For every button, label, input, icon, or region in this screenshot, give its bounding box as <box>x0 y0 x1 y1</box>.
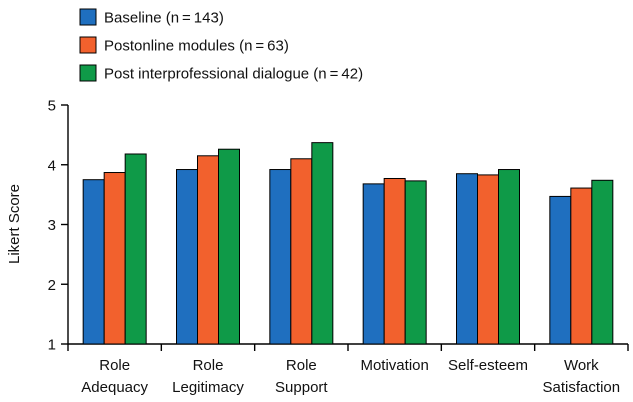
bar-series1-cat6 <box>549 195 572 345</box>
y-axis-title: Likert Score <box>6 184 23 264</box>
bar-series1-cat1 <box>82 179 105 345</box>
bar-series2-cat6 <box>570 187 593 345</box>
x-axis: Role Adequacy Role Legitimacy Role Support Mot… <box>67 343 629 396</box>
y-tick-label-1: 1 <box>48 337 56 354</box>
legend-label-3: Post interprofessional dialogue (n = 42) <box>104 66 363 83</box>
legend: Baseline (n = 143) Postonline modules (n … <box>79 8 363 83</box>
legend-swatch-1 <box>79 8 97 26</box>
bar-series3-cat5 <box>498 169 520 345</box>
bar-series1-cat2 <box>176 169 198 345</box>
y-axis: 1 2 3 4 5 <box>48 98 69 354</box>
bar-series2-cat5 <box>477 174 499 345</box>
bar-series2-cat4 <box>383 177 406 345</box>
bar-series2-cat1 <box>103 172 126 345</box>
category-label-2-line-1: Role <box>193 357 224 374</box>
y-tick-label-3: 3 <box>48 217 56 234</box>
bar-series3-cat2 <box>218 148 240 345</box>
bar-series3-cat4 <box>404 180 427 345</box>
bar-series2-cat2 <box>197 155 219 345</box>
bar-series1-cat5 <box>456 173 478 345</box>
category-label-1-line-1: Role <box>99 357 130 374</box>
y-tick-label-2: 2 <box>48 277 56 294</box>
bar-series3-cat1 <box>124 153 147 345</box>
bars <box>82 142 614 345</box>
category-label-6-line-2: Satisfaction <box>543 379 621 396</box>
category-label-1-line-2: Adequacy <box>81 379 148 396</box>
legend-label-2: Postonline modules (n = 63) <box>104 38 289 55</box>
bar-series1-cat3 <box>269 169 292 345</box>
category-label-4-line-1: Motivation <box>360 357 428 374</box>
category-label-5-line-1: Self-esteem <box>448 357 528 374</box>
bar-series3-cat3 <box>311 142 334 345</box>
y-tick-label-4: 4 <box>48 157 56 174</box>
legend-swatch-2 <box>79 36 97 54</box>
legend-label-1: Baseline (n = 143) <box>104 10 224 27</box>
bar-series1-cat4 <box>362 183 385 345</box>
category-label-3-line-2: Support <box>275 379 328 396</box>
bar-series2-cat3 <box>290 158 313 345</box>
category-label-6-line-1: Work <box>564 357 599 374</box>
category-label-3-line-1: Role <box>286 357 317 374</box>
y-tick-label-5: 5 <box>48 98 56 115</box>
category-label-2-line-2: Legitimacy <box>172 379 244 396</box>
legend-swatch-3 <box>79 64 97 82</box>
bar-series3-cat6 <box>591 179 614 345</box>
